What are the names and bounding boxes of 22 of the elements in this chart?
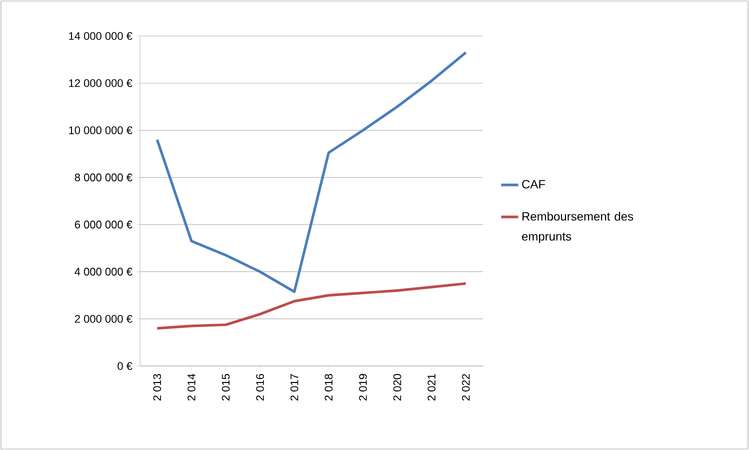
x-tick-label: 2 017 — [290, 374, 298, 400]
x-tick-label: 2 022 — [462, 374, 470, 400]
line-series — [156, 51, 468, 294]
x-tick-label: 2 018 — [324, 374, 333, 400]
y-tick-label: 0 € — [118, 362, 132, 370]
line-series — [156, 282, 468, 330]
x-tick-label: 2 015 — [222, 374, 230, 400]
y-tick-label: 8 000 000 € — [74, 174, 132, 182]
y-tick-label: 6 000 000 € — [74, 220, 132, 228]
x-tick-label: 2 019 — [359, 374, 367, 400]
y-tick-label: 10 000 000 € — [69, 126, 132, 134]
y-tick-label: 4 000 000 € — [74, 268, 132, 276]
y-tick-label: 2 000 000 € — [74, 314, 132, 323]
x-tick-label: 2 021 — [428, 374, 436, 400]
y-tick-label: 14 000 000 € — [69, 32, 132, 40]
x-tick-label: 2 016 — [256, 374, 264, 400]
x-tick-label: 2 013 — [153, 374, 162, 400]
x-tick-label: 2 014 — [188, 374, 196, 400]
legend-label: Remboursement des emprunts — [522, 212, 634, 244]
y-tick-label: 12 000 000 € — [69, 79, 132, 88]
x-tick-label: 2 020 — [393, 374, 402, 400]
legend-label: CAF — [522, 180, 546, 188]
